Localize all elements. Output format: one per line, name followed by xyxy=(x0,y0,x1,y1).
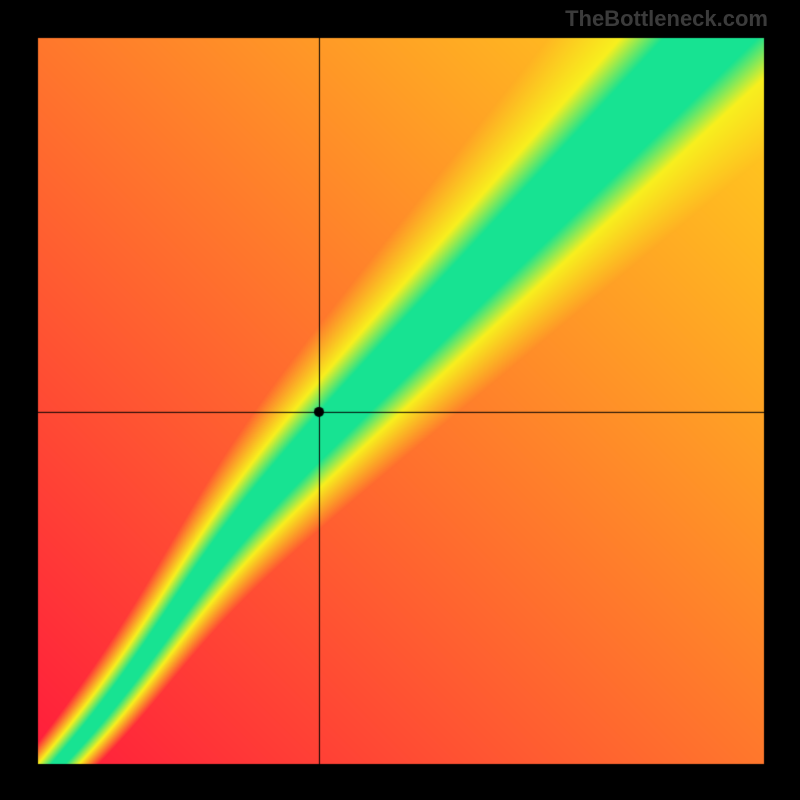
watermark-text: TheBottleneck.com xyxy=(565,6,768,32)
bottleneck-heatmap xyxy=(0,0,800,800)
